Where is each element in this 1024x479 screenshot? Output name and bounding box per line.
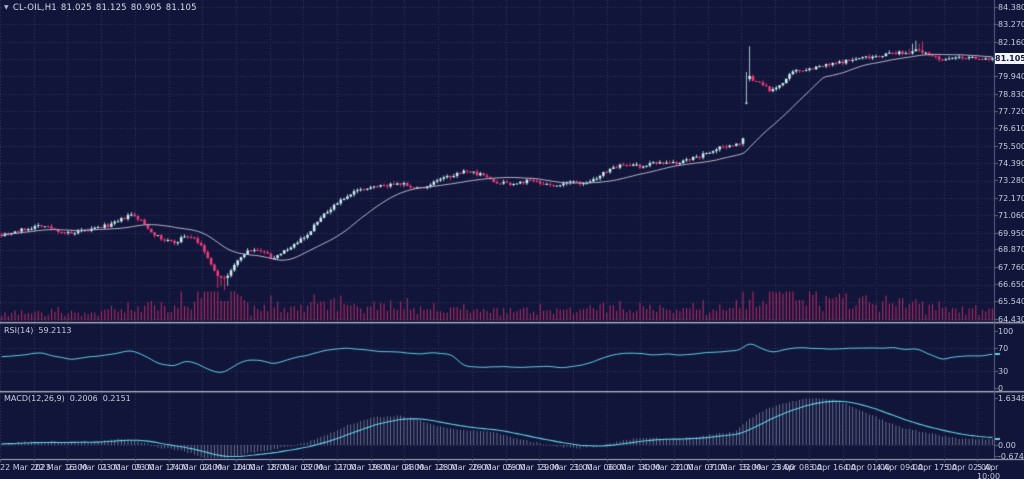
time-tick-label: 22 Mar 2023 xyxy=(0,463,51,472)
macd-title: MACD(12,26,9) xyxy=(4,394,65,403)
time-tick-label: 29 Mar 13:00 xyxy=(506,463,560,472)
time-tick-label: 3 Apr 16:00 xyxy=(809,463,857,472)
time-tick-label: 31 Mar 15:00 xyxy=(708,463,762,472)
quote-open: 81.025 xyxy=(60,3,92,13)
time-tick-label: 27 Mar 19:00 xyxy=(337,463,391,472)
time-tick-label: 4 Apr 09:00 xyxy=(876,463,924,472)
time-tick-label: 28 Mar 20:00 xyxy=(438,463,492,472)
time-tick-label: 28 Mar 04:00 xyxy=(371,463,425,472)
time-tick-label: 31 Mar 23:00 xyxy=(741,463,795,472)
time-tick-label: 22 Mar 16:00 xyxy=(34,463,88,472)
rsi-indicator-label: RSI(14) 59.2113 xyxy=(4,326,77,336)
time-tick-label: 4 Apr 01:00 xyxy=(843,463,891,472)
time-axis[interactable]: 22 Mar 2023 22 Mar 16:00 23 Mar 01:00 23 Ma… xyxy=(0,463,1024,479)
time-tick-label: 29 Mar 05:00 xyxy=(472,463,526,472)
time-tick-label: 30 Mar 06:00 xyxy=(573,463,627,472)
symbol-period-label: CL-OIL,H1 xyxy=(12,3,57,13)
time-tick-label: 4 Apr 17:00 xyxy=(910,463,958,472)
time-tick-label: 5 Apr 02:00 xyxy=(944,463,992,472)
current-price-value: 81.105 xyxy=(995,54,1024,63)
rsi-title: RSI(14) xyxy=(4,326,34,335)
time-tick-label: 5 Apr 10:00 xyxy=(977,463,1001,479)
time-tick-label: 23 Mar 09:00 xyxy=(101,463,155,472)
time-tick-label: 24 Mar 02:00 xyxy=(169,463,223,472)
quote-high: 81.125 xyxy=(95,3,127,13)
symbol-info: ▼ CL-OIL,H1 81.025 81.125 80.905 81.105 xyxy=(4,3,201,14)
time-tick-label: 30 Mar 14:00 xyxy=(607,463,661,472)
rsi-value: 59.2113 xyxy=(38,326,72,335)
time-tick-label: 24 Mar 18:00 xyxy=(236,463,290,472)
time-tick-label: 28 Mar 12:00 xyxy=(404,463,458,472)
macd-main-value: 0.2006 xyxy=(69,394,98,403)
time-tick-label: 24 Mar 10:00 xyxy=(202,463,256,472)
time-tick-label: 23 Mar 17:00 xyxy=(135,463,189,472)
current-price-box: 81.105 xyxy=(995,53,1024,64)
quote-close: 81.105 xyxy=(165,3,197,13)
macd-indicator-label: MACD(12,26,9) 0.2006 0.2151 xyxy=(4,394,136,404)
time-tick-label: 3 Apr 08:00 xyxy=(775,463,823,472)
time-tick-label: 30 Mar 22:00 xyxy=(640,463,694,472)
time-tick-label: 27 Mar 11:00 xyxy=(303,463,357,472)
time-tick-label: 31 Mar 07:00 xyxy=(674,463,728,472)
time-tick-label: 27 Mar 03:00 xyxy=(270,463,324,472)
quote-low: 80.905 xyxy=(130,3,162,13)
time-tick-label: 23 Mar 01:00 xyxy=(67,463,121,472)
time-tick-label: 29 Mar 21:00 xyxy=(539,463,593,472)
macd-signal-value: 0.2151 xyxy=(102,394,131,403)
collapse-ohlc-icon[interactable]: ▼ xyxy=(4,4,9,11)
